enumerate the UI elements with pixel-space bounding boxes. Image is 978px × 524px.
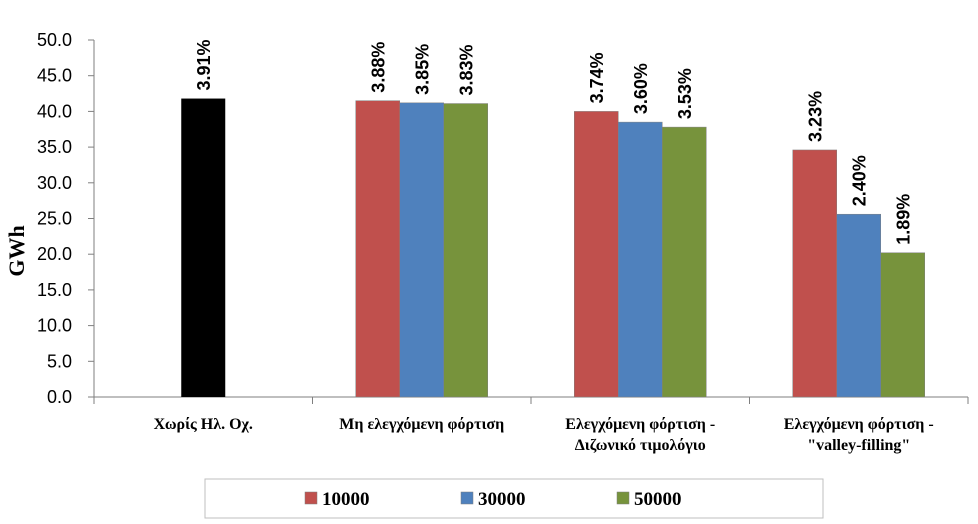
bar-series-30000: [618, 121, 663, 398]
category-label: Ελεγχόμενη φόρτιση -: [565, 416, 715, 433]
data-label: 3.88%: [369, 42, 389, 93]
data-label: 2.40%: [850, 155, 870, 206]
data-label: 1.89%: [894, 194, 914, 245]
bar-series-10000: [792, 149, 837, 398]
y-tick-label: 0.0: [47, 387, 72, 407]
category-label: Μη ελεγχόμενη φόρτιση: [339, 416, 504, 433]
data-label: 3.60%: [631, 63, 651, 114]
bar-series-50000: [443, 103, 488, 398]
legend-label-30000: 30000: [478, 489, 526, 510]
data-label: 3.85%: [413, 44, 433, 95]
y-tick-label: 5.0: [47, 351, 72, 371]
category-label: Ελεγχόμενη φόρτιση -: [784, 416, 934, 433]
category-label: "valley-filling": [807, 437, 910, 454]
y-tick-label: 40.0: [37, 101, 72, 121]
category-labels: Χωρίς Ηλ. Οχ. Μη ελεγχόμενη φόρτιση Ελεγχό…: [154, 416, 934, 454]
y-tick-label: 15.0: [37, 280, 72, 300]
y-tick-label: 10.0: [37, 316, 72, 336]
y-tick-label: 25.0: [37, 209, 72, 229]
data-label: 3.23%: [806, 91, 826, 142]
y-tick-label: 20.0: [37, 244, 72, 264]
y-axis-title: GWh: [4, 225, 29, 276]
legend-swatch-30000: [460, 491, 474, 505]
category-label: Χωρίς Ηλ. Οχ.: [154, 416, 253, 433]
bar-series-30000: [399, 102, 444, 398]
bars: [181, 98, 925, 398]
y-tick-label: 45.0: [37, 66, 72, 86]
legend-swatch-50000: [616, 491, 630, 505]
bar-series-50000: [662, 126, 707, 398]
bar-series-30000: [836, 213, 881, 398]
legend: 10000 30000 50000: [204, 478, 824, 519]
legend-label-50000: 50000: [634, 489, 682, 510]
bar-baseline: [181, 98, 226, 397]
y-tick-label: 35.0: [37, 137, 72, 157]
bar-series-50000: [880, 252, 925, 398]
data-label: 3.91%: [194, 40, 214, 91]
data-label: 3.83%: [457, 44, 477, 95]
category-label: Διζωνικό τιμολόγιο: [575, 437, 706, 454]
legend-swatch-10000: [304, 491, 318, 505]
y-tick-label: 30.0: [37, 173, 72, 193]
data-labels: 3.91% 3.88% 3.74% 3.23% 3.85% 3.60% 2.40% 3.83%…: [194, 40, 914, 245]
data-label: 3.74%: [587, 52, 607, 103]
data-label: 3.53%: [675, 68, 695, 119]
y-tick-label: 50.0: [37, 30, 72, 50]
bar-series-10000: [574, 111, 619, 398]
axes: 0.0 5.0 10.0 15.0 20.0 25.0 30.0 35.0 40.0 45.0 50…: [37, 30, 969, 407]
legend-label-10000: 10000: [322, 489, 370, 510]
bar-series-10000: [355, 100, 400, 398]
